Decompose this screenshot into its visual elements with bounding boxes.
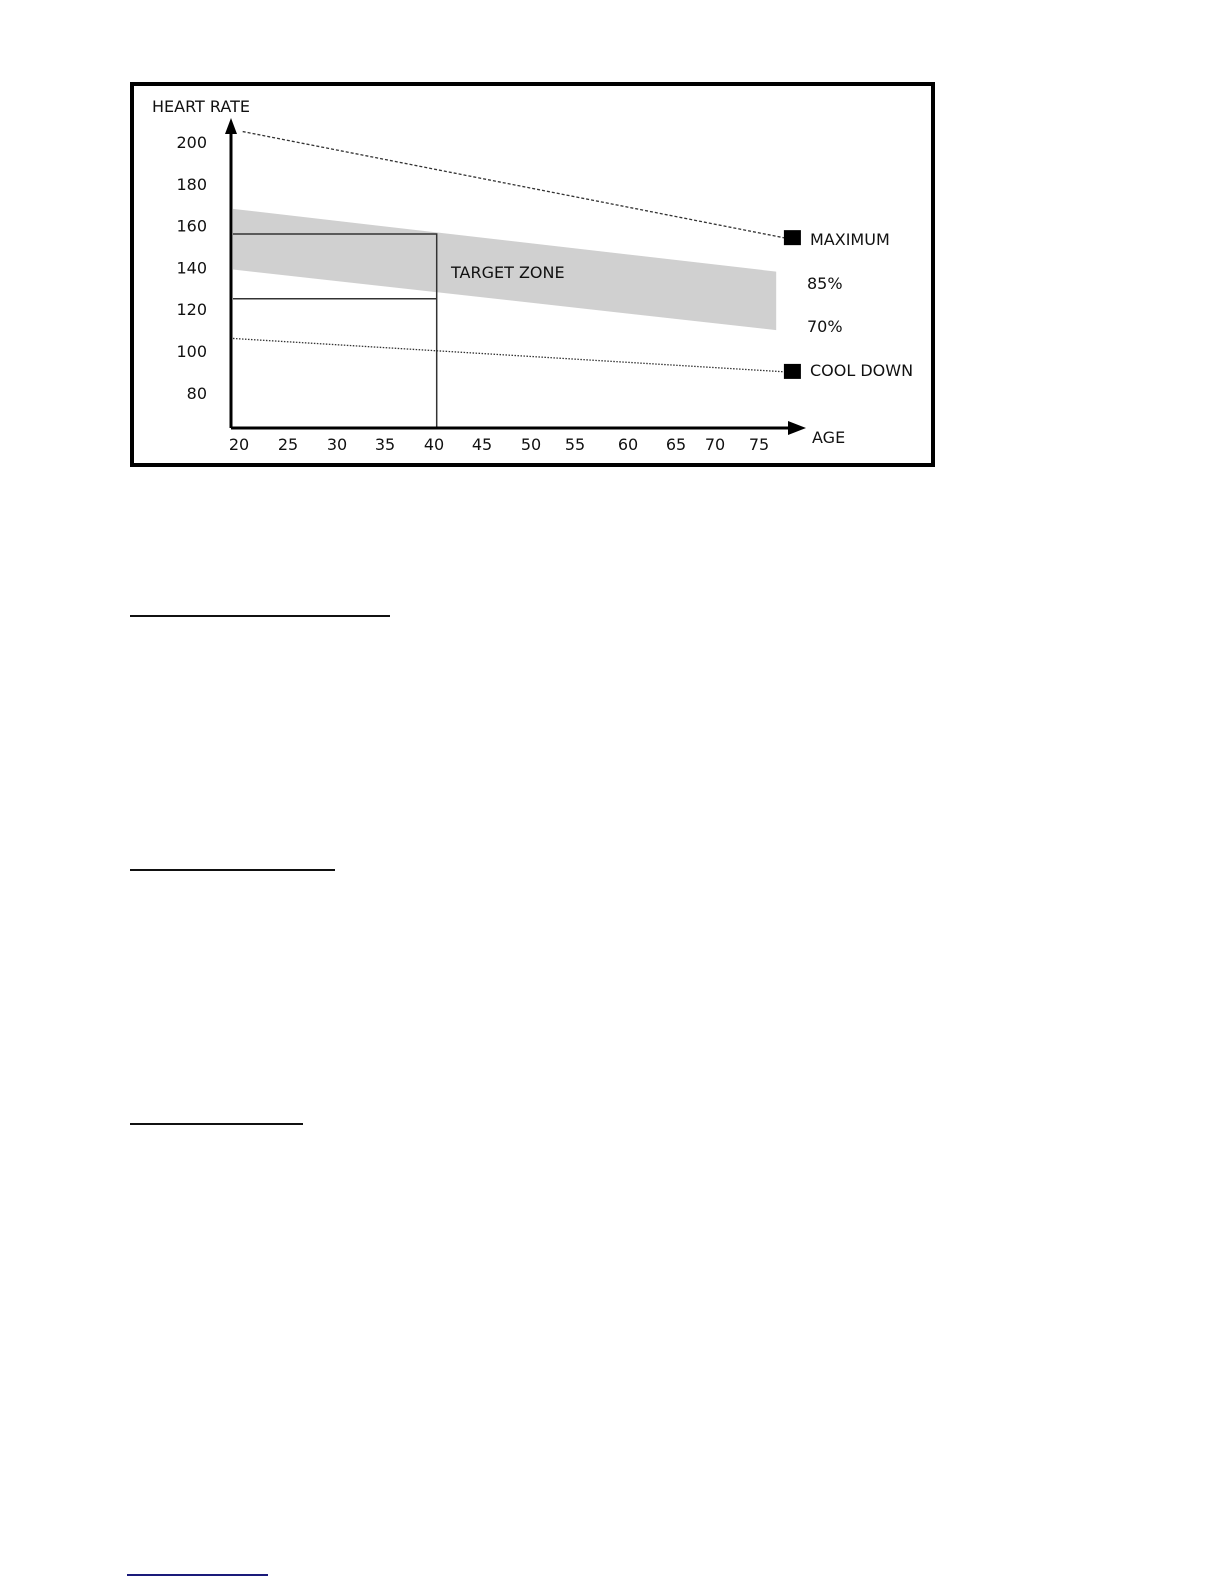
y-tick-label: 100	[176, 342, 207, 361]
x-tick-label: 65	[666, 435, 686, 454]
y-axis-label: HEART RATE	[152, 97, 250, 116]
x-tick-label: 40	[424, 435, 444, 454]
y-tick-label: 200	[176, 133, 207, 152]
x-tick-label: 25	[278, 435, 298, 454]
x-tick-label: 45	[472, 435, 492, 454]
x-tick-label: 50	[521, 435, 541, 454]
lower-band-label: 70%	[807, 317, 843, 336]
chart-frame	[130, 82, 935, 467]
x-tick-label: 55	[565, 435, 585, 454]
heart-rate-chart: HEART RATE AGE TARGET ZONE 85% 70% MAXIM…	[130, 82, 935, 467]
x-tick-label: 35	[375, 435, 395, 454]
link-underline[interactable]	[127, 1574, 268, 1576]
legend-maximum-label: MAXIMUM	[810, 230, 890, 249]
cool-down-marker	[783, 363, 801, 379]
x-tick-label: 75	[749, 435, 769, 454]
cool-down-line	[232, 337, 786, 373]
heading-underline	[130, 615, 390, 617]
maximum-marker	[783, 230, 801, 246]
maximum-line	[242, 130, 787, 239]
x-tick-label: 30	[327, 435, 347, 454]
x-tick-label: 60	[618, 435, 638, 454]
upper-band-label: 85%	[807, 274, 843, 293]
y-tick-label: 180	[176, 175, 207, 194]
x-tick-label: 70	[705, 435, 725, 454]
heading-underline	[130, 869, 335, 871]
reference-upper-line	[233, 233, 438, 428]
y-tick-label: 160	[176, 217, 207, 236]
heading-underline	[130, 1123, 303, 1125]
x-axis-arrow	[788, 421, 806, 435]
x-axis-label: AGE	[812, 428, 845, 447]
x-tick-label: 20	[229, 435, 249, 454]
y-tick-label: 140	[176, 258, 207, 277]
y-tick-label: 120	[176, 300, 207, 319]
target-zone-label: TARGET ZONE	[450, 263, 565, 282]
y-tick-label: 80	[187, 384, 207, 403]
y-axis-arrow	[225, 118, 237, 134]
legend-cool-down-label: COOL DOWN	[810, 361, 913, 380]
target-zone-band	[233, 208, 777, 331]
